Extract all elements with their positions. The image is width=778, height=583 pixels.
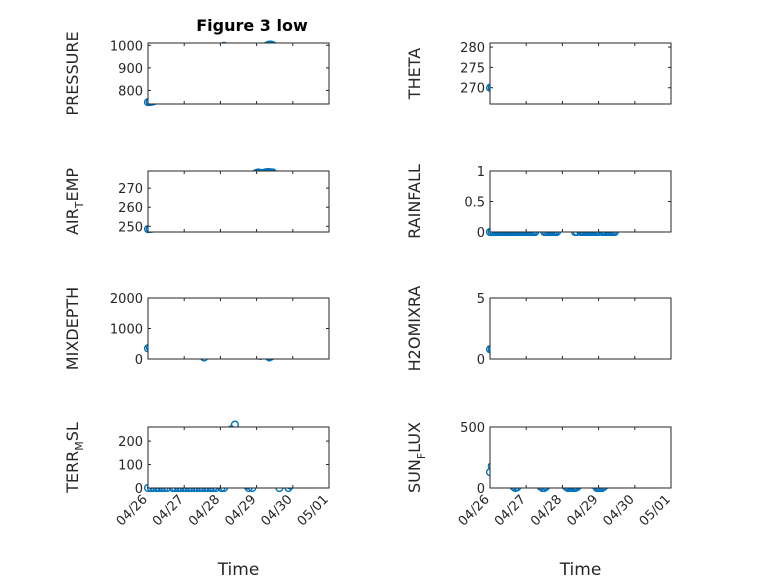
y-axis-label: THETA [405, 48, 424, 100]
x-axis-label: Time [559, 560, 602, 580]
y-axis-label: H2OMIXRA [405, 286, 424, 372]
subplot-mixdepth: 0 1000 2000 MIXDEPTH [63, 287, 330, 370]
y-tick-label: 0 [477, 226, 485, 241]
y-tick-label: 2000 [110, 292, 143, 307]
subplot-pressure: 800 900 1000 PRESSURE [63, 31, 330, 116]
y-tick-label: 500 [460, 421, 485, 436]
y-axis-label: MIXDEPTH [63, 287, 82, 370]
axes-frame [147, 42, 330, 105]
y-tick-label: 0.5 [464, 196, 485, 211]
y-axis-label: TERRMSL [63, 422, 86, 494]
axes-frame [489, 297, 672, 360]
x-axis-label: Time [217, 560, 260, 580]
figure-title: Figure 3 low [196, 16, 308, 35]
axes-frame [147, 426, 330, 489]
subplot-rainfall: 0 0.5 1 RAINFALL [405, 164, 672, 241]
y-tick-label: 0 [135, 353, 143, 368]
y-tick-label: 0 [477, 482, 485, 497]
y-axis-label: PRESSURE [63, 31, 82, 115]
subplot-air-temp: 250 260 270 AIRTEMP [63, 168, 330, 235]
axes-frame [147, 297, 330, 360]
y-tick-label: 5 [477, 292, 485, 307]
axes-frame [489, 170, 672, 233]
y-tick-label: 1 [477, 165, 485, 180]
y-tick-label: 1000 [110, 323, 143, 338]
y-tick-label: 0 [477, 353, 485, 368]
y-tick-label: 800 [118, 84, 143, 99]
axes-frame [489, 426, 672, 489]
y-tick-label: 280 [460, 41, 485, 56]
subplot-h2omixra: 0 5 H2OMIXRA [405, 286, 672, 372]
y-tick-label: 270 [460, 82, 485, 97]
y-tick-label: 270 [118, 182, 143, 197]
y-tick-label: 900 [118, 62, 143, 77]
y-tick-label: 100 [118, 459, 143, 474]
axes-frame [147, 170, 330, 233]
subplot-theta: 270 275 280 THETA [405, 41, 672, 105]
y-tick-label: 275 [460, 61, 485, 76]
y-axis-label: SUNFLUX [405, 422, 428, 493]
y-tick-label: 200 [118, 435, 143, 450]
y-tick-label: 1000 [110, 39, 143, 54]
y-tick-label: 250 [118, 220, 143, 235]
y-axis-label: AIRTEMP [63, 168, 86, 235]
y-tick-label: 260 [118, 201, 143, 216]
y-tick-label: 0 [135, 482, 143, 497]
y-axis-label: RAINFALL [405, 164, 424, 239]
axes-frame [489, 42, 672, 105]
